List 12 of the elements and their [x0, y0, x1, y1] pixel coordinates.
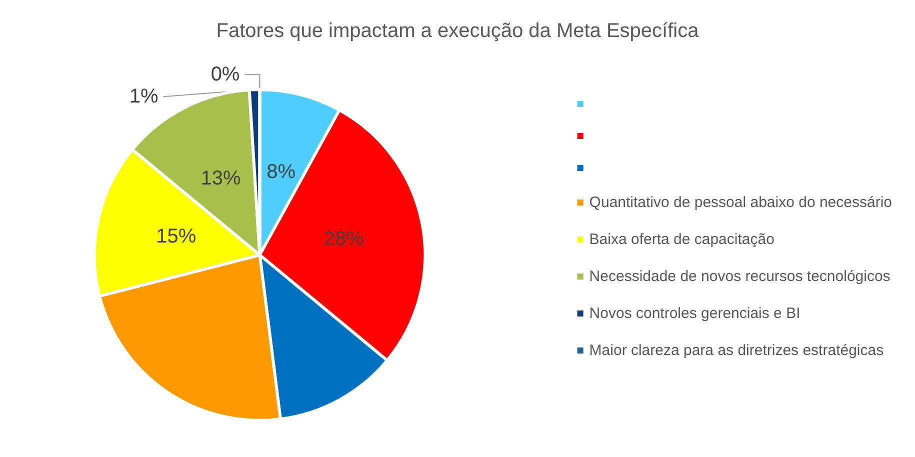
data-label: 28%	[324, 228, 364, 250]
data-label: 1%	[129, 86, 158, 108]
data-label: 8%	[266, 160, 296, 183]
legend-label: Quantitativo de pessoal abaixo do necessário	[589, 194, 892, 211]
legend-label: Necessidade de novos recursos tecnológicos	[589, 268, 890, 285]
data-label: 15%	[156, 225, 196, 248]
text: 0%	[210, 64, 240, 86]
chart-title: Fatores que impactam a execução da Meta Específica	[216, 20, 700, 42]
legend-label: Maior clareza para as diretrizes estratégicas	[589, 342, 884, 359]
legend-label: Baixa oferta de capacitação	[589, 231, 774, 248]
data-label: 13%	[200, 168, 242, 190]
legend-label: Novos controles gerenciais e BI	[589, 305, 800, 322]
